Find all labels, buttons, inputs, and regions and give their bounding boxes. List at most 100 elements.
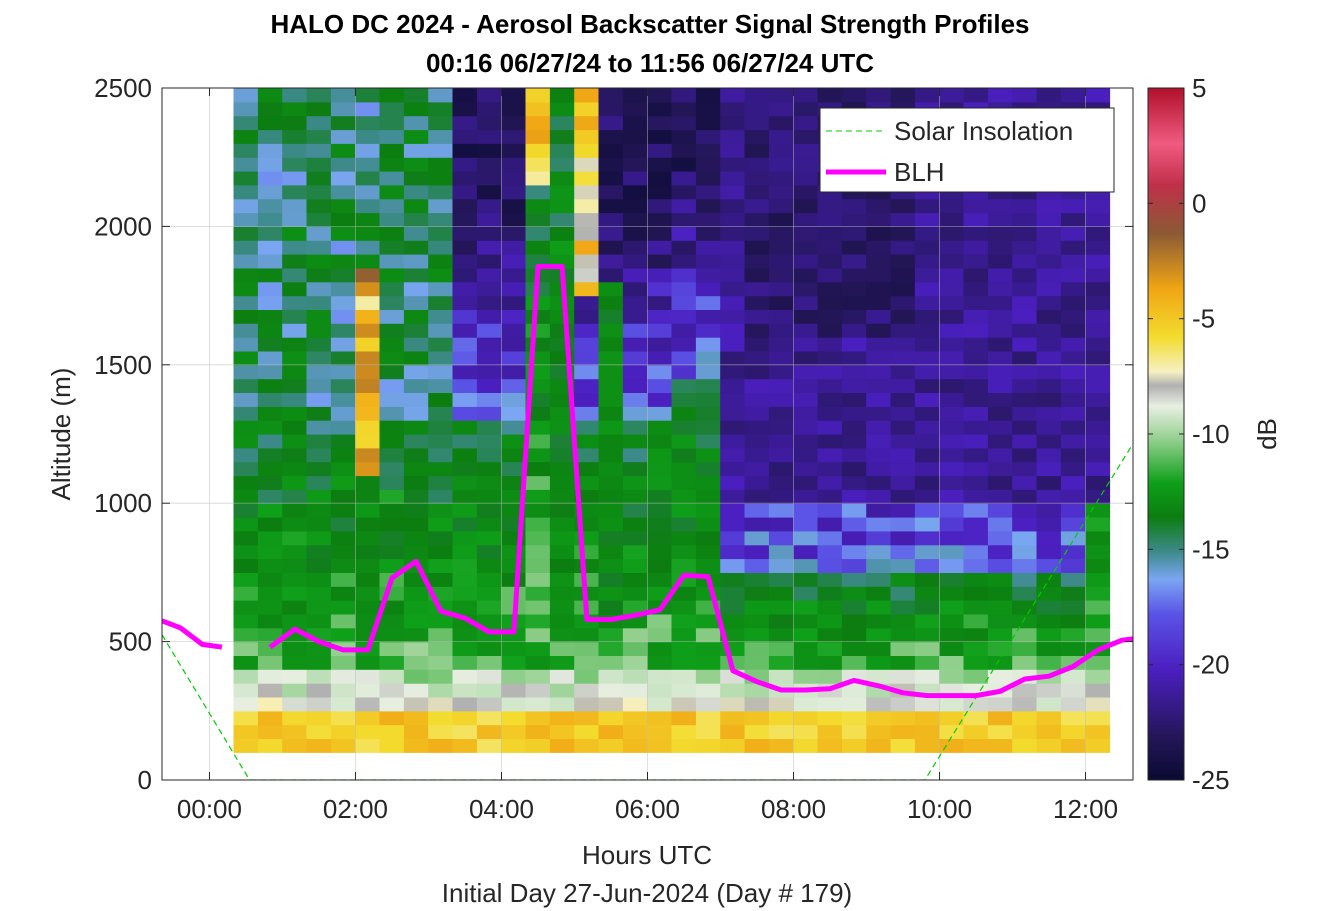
heatmap-cell <box>720 600 746 615</box>
heatmap-cell <box>793 171 819 186</box>
heatmap-cell <box>257 641 283 656</box>
heatmap-cell <box>1085 378 1111 393</box>
heatmap-cell <box>501 724 527 739</box>
heatmap-cell <box>428 434 454 449</box>
heatmap-cell <box>379 710 405 726</box>
heatmap-cell <box>1085 254 1111 269</box>
heatmap-cell <box>452 475 478 490</box>
heatmap-cell <box>330 323 356 338</box>
heatmap-cell <box>355 184 381 200</box>
heatmap-cell <box>720 586 746 601</box>
heatmap-cell <box>914 655 940 670</box>
heatmap-cell <box>379 544 405 560</box>
heatmap-cell <box>306 738 332 753</box>
heatmap-cell <box>379 738 405 753</box>
heatmap-cell <box>282 420 308 435</box>
heatmap-cell <box>428 364 454 380</box>
heatmap-cell <box>282 655 308 670</box>
heatmap-cell <box>768 406 794 421</box>
heatmap-cell <box>671 655 697 670</box>
heatmap-cell <box>355 295 381 310</box>
heatmap-cell <box>598 738 624 753</box>
heatmap-cell <box>501 655 527 670</box>
heatmap-cell <box>744 88 770 103</box>
heatmap-cell <box>768 171 794 186</box>
heatmap-cell <box>1060 309 1086 324</box>
heatmap-cell <box>671 378 697 393</box>
heatmap-cell <box>695 378 721 393</box>
heatmap-cell <box>1085 88 1111 103</box>
heatmap-cell <box>987 420 1013 435</box>
heatmap-cell <box>1036 489 1062 504</box>
heatmap-cell <box>257 267 283 283</box>
heatmap-cell <box>476 447 502 463</box>
heatmap-cell <box>890 212 916 227</box>
heatmap-cell <box>282 724 308 739</box>
heatmap-cell <box>647 157 673 172</box>
heatmap-cell <box>330 240 356 255</box>
heatmap-cell <box>671 254 697 269</box>
heatmap-cell <box>233 447 259 463</box>
heatmap-cell <box>744 212 770 227</box>
heatmap-cell <box>987 489 1013 504</box>
heatmap-cell <box>695 517 721 532</box>
heatmap-cell <box>233 212 259 227</box>
heatmap-cell <box>574 267 600 283</box>
heatmap-cell <box>647 184 673 200</box>
heatmap-cell <box>306 392 332 407</box>
heatmap-cell <box>793 447 819 463</box>
heatmap-cell <box>282 88 308 103</box>
heatmap-cell <box>963 406 989 421</box>
heatmap-cell <box>282 434 308 449</box>
heatmap-cell <box>987 724 1013 739</box>
heatmap-cell <box>403 143 429 158</box>
heatmap-cell <box>671 544 697 560</box>
heatmap-cell <box>598 295 624 310</box>
heatmap-cell <box>355 129 381 144</box>
heatmap-cell <box>841 530 867 546</box>
heatmap-cell <box>647 254 673 269</box>
heatmap-cell <box>549 683 575 698</box>
heatmap-cell <box>1036 461 1062 477</box>
heatmap-cell <box>793 544 819 560</box>
heatmap-cell <box>330 544 356 560</box>
heatmap-cell <box>1012 212 1038 227</box>
heatmap-cell <box>403 600 429 615</box>
heatmap-cell <box>939 641 965 656</box>
heatmap-cell <box>1060 683 1086 698</box>
heatmap-cell <box>403 655 429 670</box>
heatmap-cell <box>671 157 697 172</box>
heatmap-cell <box>525 613 551 629</box>
heatmap-cell <box>525 226 551 241</box>
heatmap-cell <box>768 351 794 366</box>
heatmap-cell <box>622 517 648 532</box>
heatmap-cell <box>501 378 527 393</box>
heatmap-cell <box>720 503 746 518</box>
heatmap-cell <box>671 738 697 753</box>
overlay-lines <box>162 264 1133 780</box>
heatmap-cell <box>963 212 989 227</box>
heatmap-cell <box>793 434 819 449</box>
heatmap-cell <box>793 337 819 352</box>
heatmap-cell <box>452 586 478 601</box>
heatmap-cell <box>598 600 624 615</box>
heatmap-cell <box>476 475 502 490</box>
heatmap-cell <box>622 295 648 310</box>
heatmap-cell <box>282 267 308 283</box>
heatmap-cell <box>233 406 259 421</box>
heatmap-cell <box>622 378 648 393</box>
heatmap-cell <box>841 558 867 573</box>
heatmap-cell <box>744 434 770 449</box>
heatmap-cell <box>939 586 965 601</box>
heatmap-cell <box>1085 420 1111 435</box>
heatmap-cell <box>574 323 600 338</box>
heatmap-cell <box>379 143 405 158</box>
heatmap-cell <box>744 655 770 670</box>
heatmap-cell <box>428 295 454 310</box>
heatmap-cell <box>282 115 308 131</box>
heatmap-cell <box>963 710 989 726</box>
heatmap-cell <box>355 503 381 518</box>
heatmap-cell <box>330 198 356 214</box>
heatmap-cell <box>817 489 843 504</box>
heatmap-cell <box>282 697 308 712</box>
